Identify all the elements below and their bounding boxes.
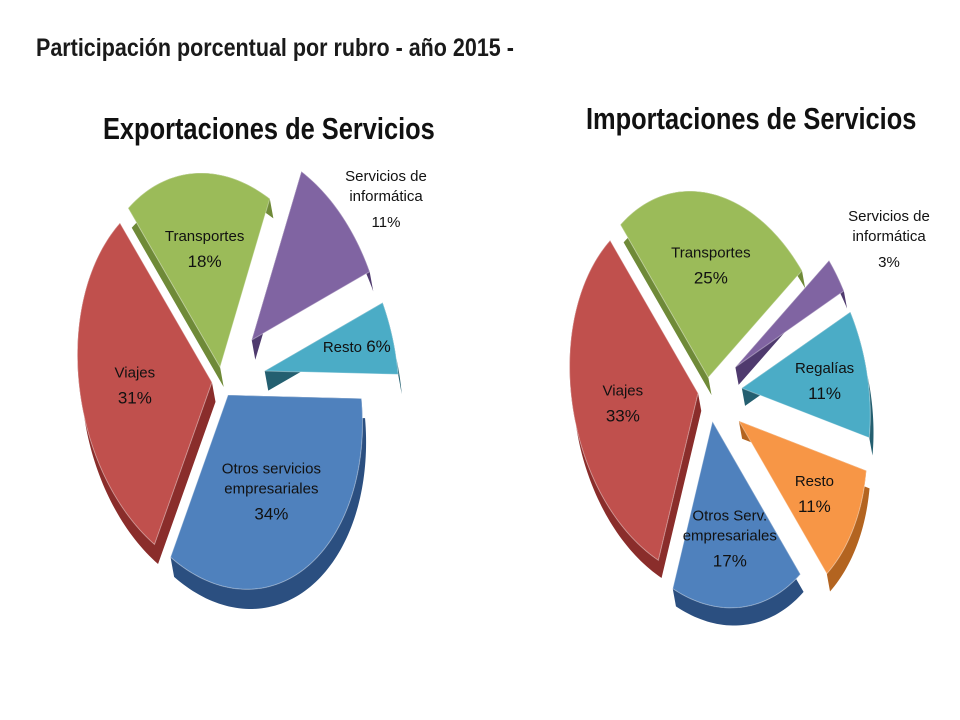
pie-slice-resto <box>737 420 867 575</box>
slice-percent-label: 18% <box>188 252 222 271</box>
slice-percent-label: 3% <box>878 254 900 271</box>
slice-category-label: Resto <box>795 473 834 490</box>
slice-label-resto: Resto 11% <box>795 473 834 516</box>
slice-percent-label: 11% <box>798 497 831 516</box>
pie-slice-side-viajes <box>77 223 216 565</box>
pie-slice-otros-serv-empresariales <box>672 420 801 609</box>
chart-title: Exportaciones de Servicios <box>103 112 435 147</box>
slice-category-label: Regalías <box>795 360 854 377</box>
pie-labels: Transportes 25% Servicios de informática 3% R… <box>603 208 930 571</box>
slice-label-servicios-de-informatica: Servicios de informática 11% <box>345 168 427 231</box>
pie-tops <box>76 170 399 590</box>
slice-label-transportes: Transportes 25% <box>671 245 750 288</box>
importaciones-pie-chart: Importaciones de Servicios Transportes 25%… <box>569 102 930 626</box>
pie-slice-viajes <box>569 239 699 562</box>
slice-percent-label: 17% <box>713 552 747 571</box>
slice-category-label: Viajes <box>115 365 156 382</box>
page-title: Participación porcentual por rubro - año… <box>36 34 514 62</box>
slice-category-label: Otros Serv. <box>692 508 767 525</box>
slice-label-resto: Resto 6% <box>323 337 391 356</box>
slice-label-viajes: Viajes 33% <box>603 383 644 426</box>
pie-slice-viajes <box>76 222 213 546</box>
pie-slice-transportes <box>127 172 271 369</box>
slice-label-viajes: Viajes 31% <box>115 365 156 408</box>
slice-category-label: empresariales <box>683 528 777 545</box>
pie-slice-side-otros-serv-empresariales <box>672 421 804 626</box>
slice-category-label: Servicios de <box>848 208 930 225</box>
slice-label-regalias: Regalías 11% <box>795 360 854 403</box>
slice-percent-label: 31% <box>118 389 152 408</box>
slice-percent-label: 34% <box>254 505 288 524</box>
slice-category-label: informática <box>349 188 423 205</box>
slice-percent-label: 11% <box>808 384 841 403</box>
pie-tops <box>569 190 871 609</box>
pie-slice-servicios-de-informatica <box>250 170 371 342</box>
pie-slice-regalias <box>740 311 871 439</box>
slice-category-label: empresariales <box>224 481 318 498</box>
slice-percent-label: 25% <box>694 269 728 288</box>
slice-label-otros-serv-empresariales: Otros Serv. empresariales 17% <box>683 508 777 571</box>
pie-labels: Transportes 18% Servicios de informática 11%… <box>115 168 427 524</box>
slice-category-label: informática <box>852 228 926 245</box>
slice-category-label: Resto 6% <box>323 337 391 356</box>
slice-percent-label: 33% <box>606 407 640 426</box>
slice-percent-label: 6% <box>366 337 391 356</box>
slice-label-servicios-de-informatica: Servicios de informática 3% <box>848 208 930 271</box>
slice-category-label: Transportes <box>165 228 244 245</box>
slice-category-label: Otros servicios <box>222 461 321 478</box>
exportaciones-pie-chart: Exportaciones de Servicios Transportes 18%… <box>76 112 435 609</box>
pie-slice-resto <box>262 301 399 375</box>
slice-label-otros-servicios-empresariales: Otros servicios empresariales 34% <box>222 461 321 524</box>
pie-slice-servicios-de-informatica <box>735 259 845 368</box>
slice-percent-label: 11% <box>372 214 401 231</box>
slice-category-label: Transportes <box>671 245 750 262</box>
slice-category-label: Servicios de <box>345 168 427 185</box>
chart-title: Importaciones de Servicios <box>586 102 916 137</box>
pie-slice-otros-servicios-empresariales <box>169 394 364 590</box>
slice-category-label: Viajes <box>603 383 644 400</box>
slice-label-transportes: Transportes 18% <box>165 228 244 271</box>
pie-slice-transportes <box>619 190 803 379</box>
